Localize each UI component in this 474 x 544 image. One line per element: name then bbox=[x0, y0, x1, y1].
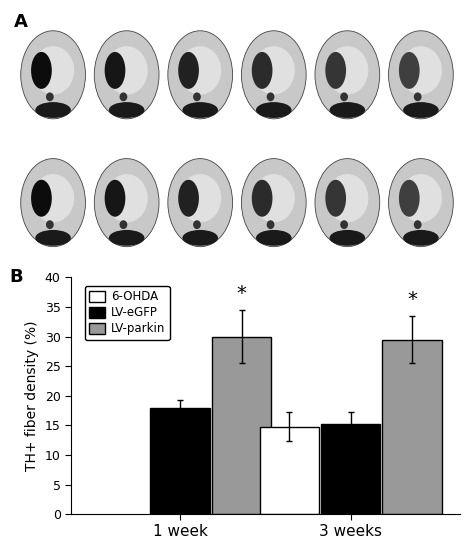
Ellipse shape bbox=[256, 102, 292, 118]
Ellipse shape bbox=[168, 159, 233, 246]
Ellipse shape bbox=[329, 102, 365, 118]
Ellipse shape bbox=[326, 174, 368, 222]
Ellipse shape bbox=[105, 180, 125, 217]
Ellipse shape bbox=[119, 92, 128, 101]
Ellipse shape bbox=[119, 220, 128, 229]
Ellipse shape bbox=[35, 230, 71, 246]
Text: *: * bbox=[237, 284, 246, 303]
Ellipse shape bbox=[179, 174, 221, 222]
Ellipse shape bbox=[340, 92, 348, 101]
Ellipse shape bbox=[315, 31, 380, 119]
Ellipse shape bbox=[35, 102, 71, 118]
Ellipse shape bbox=[400, 174, 442, 222]
Bar bbox=[260, 426, 319, 514]
Ellipse shape bbox=[178, 180, 199, 217]
Ellipse shape bbox=[267, 220, 274, 229]
Ellipse shape bbox=[267, 92, 274, 101]
Ellipse shape bbox=[389, 31, 453, 119]
Ellipse shape bbox=[31, 180, 52, 217]
Y-axis label: TH+ fiber density (%): TH+ fiber density (%) bbox=[25, 320, 39, 471]
Bar bbox=[321, 424, 381, 514]
Ellipse shape bbox=[46, 92, 54, 101]
Ellipse shape bbox=[326, 46, 368, 95]
Ellipse shape bbox=[253, 174, 295, 222]
Ellipse shape bbox=[21, 31, 85, 119]
Ellipse shape bbox=[256, 230, 292, 246]
Ellipse shape bbox=[179, 46, 221, 95]
Ellipse shape bbox=[109, 230, 145, 246]
Ellipse shape bbox=[329, 230, 365, 246]
Ellipse shape bbox=[253, 46, 295, 95]
Ellipse shape bbox=[414, 92, 421, 101]
Ellipse shape bbox=[389, 159, 453, 246]
Ellipse shape bbox=[325, 180, 346, 217]
Bar bbox=[383, 339, 442, 514]
Ellipse shape bbox=[106, 174, 148, 222]
Text: B: B bbox=[9, 268, 23, 286]
Ellipse shape bbox=[32, 174, 74, 222]
Ellipse shape bbox=[241, 159, 306, 246]
Legend: 6-OHDA, LV-eGFP, LV-parkin: 6-OHDA, LV-eGFP, LV-parkin bbox=[85, 286, 170, 340]
Ellipse shape bbox=[105, 52, 125, 89]
Ellipse shape bbox=[182, 230, 218, 246]
Ellipse shape bbox=[403, 230, 439, 246]
Ellipse shape bbox=[252, 180, 273, 217]
Ellipse shape bbox=[178, 52, 199, 89]
Ellipse shape bbox=[325, 52, 346, 89]
Ellipse shape bbox=[182, 102, 218, 118]
Ellipse shape bbox=[252, 52, 273, 89]
Ellipse shape bbox=[109, 102, 145, 118]
Ellipse shape bbox=[21, 159, 85, 246]
Ellipse shape bbox=[193, 92, 201, 101]
Ellipse shape bbox=[193, 220, 201, 229]
Ellipse shape bbox=[31, 52, 52, 89]
Ellipse shape bbox=[414, 220, 421, 229]
Ellipse shape bbox=[46, 220, 54, 229]
Ellipse shape bbox=[168, 31, 233, 119]
Ellipse shape bbox=[340, 220, 348, 229]
Ellipse shape bbox=[32, 46, 74, 95]
Ellipse shape bbox=[94, 159, 159, 246]
Ellipse shape bbox=[315, 159, 380, 246]
Ellipse shape bbox=[399, 180, 419, 217]
Ellipse shape bbox=[94, 31, 159, 119]
Ellipse shape bbox=[241, 31, 306, 119]
Ellipse shape bbox=[106, 46, 148, 95]
Text: *: * bbox=[407, 290, 417, 309]
Bar bbox=[150, 407, 210, 514]
Ellipse shape bbox=[400, 46, 442, 95]
Ellipse shape bbox=[403, 102, 439, 118]
Text: A: A bbox=[14, 14, 28, 32]
Bar bbox=[212, 337, 271, 514]
Ellipse shape bbox=[399, 52, 419, 89]
